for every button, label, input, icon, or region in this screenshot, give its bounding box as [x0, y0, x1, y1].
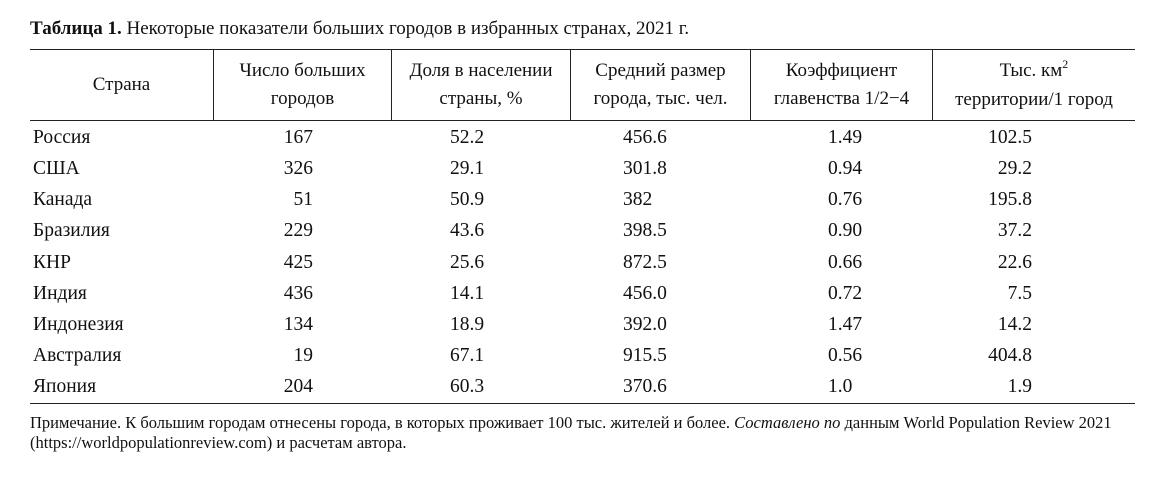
table-row: Бразилия 229 43.6 398.5 0.90 37.2 [30, 215, 1135, 246]
cell-primacy-coefficient: 0.66 [828, 252, 863, 273]
table-row: Канада 51 50.9 382 0.76 195.8 [30, 184, 1135, 215]
cell-country: Канада [33, 189, 93, 210]
cell-num-cities: 51 [293, 189, 314, 210]
header-country: Страна [30, 50, 213, 120]
cell-population-share: 50.9 [450, 189, 485, 210]
header-share-line2: страны, % [439, 88, 523, 109]
header-coef-line2: главенства 1/2−4 [773, 88, 910, 109]
header-country-label: Страна [92, 74, 151, 95]
cell-country: Индия [33, 283, 87, 304]
header-num-cities: Число больших городов [214, 50, 391, 120]
table-row: Россия 167 52.2 456.6 1.49 102.5 [30, 122, 1135, 153]
cell-territory-per-city: 7.5 [1007, 283, 1032, 304]
cell-population-share: 43.6 [450, 220, 485, 241]
cell-country: Бразилия [33, 220, 110, 241]
header-share-line1: Доля в населении [409, 60, 553, 81]
header-divider [750, 50, 751, 120]
cell-primacy-coefficient: 1.0 [828, 376, 853, 397]
cell-population-share: 52.2 [450, 127, 485, 148]
cell-territory-per-city: 195.8 [988, 189, 1032, 210]
cell-primacy-coefficient: 0.90 [828, 220, 863, 241]
cell-num-cities: 326 [283, 158, 313, 179]
cell-avg-city-size: 398.5 [623, 220, 667, 241]
cell-territory-per-city: 102.5 [988, 127, 1032, 148]
cell-avg-city-size: 301.8 [623, 158, 667, 179]
cell-num-cities: 134 [283, 314, 313, 335]
header-num-cities-line1: Число больших [239, 60, 366, 81]
cell-population-share: 60.3 [450, 376, 485, 397]
header-terr-line2: территории/1 город [955, 88, 1113, 110]
header-terr-unit: Тыс. км [999, 59, 1063, 81]
cell-country: Япония [33, 376, 97, 397]
header-divider [213, 50, 214, 120]
cell-num-cities: 229 [283, 220, 313, 241]
cell-population-share: 18.9 [450, 314, 485, 335]
table-caption-label: Таблица 1. [30, 18, 122, 39]
header-size-line1: Средний размер [595, 60, 726, 81]
header-territory-per-city: Тыс. км2 территории/1 город [933, 50, 1135, 120]
cell-primacy-coefficient: 1.49 [828, 127, 863, 148]
cell-territory-per-city: 404.8 [988, 345, 1032, 366]
header-terr-line1: Тыс. км2 [955, 57, 1113, 86]
table-header-rule [30, 120, 1135, 121]
cell-avg-city-size: 456.6 [623, 127, 667, 148]
table-top-rule [30, 49, 1135, 50]
cell-territory-per-city: 1.9 [1007, 376, 1032, 397]
header-primacy-coefficient: Коэффициент главенства 1/2−4 [751, 50, 932, 120]
table-bottom-rule [30, 403, 1135, 404]
cell-avg-city-size: 392.0 [623, 314, 667, 335]
cell-primacy-coefficient: 0.56 [828, 345, 863, 366]
table-row: США 326 29.1 301.8 0.94 29.2 [30, 153, 1135, 184]
cell-country: Россия [33, 127, 91, 148]
note-text: Примечание. К большим городам отнесены г… [30, 413, 735, 432]
header-num-cities-line2: городов [270, 88, 335, 109]
cell-avg-city-size: 370.6 [623, 376, 667, 397]
cell-num-cities: 436 [283, 283, 313, 304]
table-row: Япония 204 60.3 370.6 1.0 1.9 [30, 371, 1135, 402]
cell-num-cities: 425 [283, 252, 313, 273]
cell-population-share: 29.1 [450, 158, 485, 179]
cell-territory-per-city: 14.2 [997, 314, 1032, 335]
note-source-italic: Составлено по [734, 413, 841, 432]
header-terr-superscript: 2 [1062, 56, 1069, 71]
table-row: Индонезия 134 18.9 392.0 1.47 14.2 [30, 309, 1135, 340]
cell-avg-city-size: 872.5 [623, 252, 667, 273]
cell-primacy-coefficient: 0.94 [828, 158, 863, 179]
cell-avg-city-size: 456.0 [623, 283, 667, 304]
table-note: Примечание. К большим городам отнесены г… [30, 413, 1140, 453]
header-population-share: Доля в населении страны, % [392, 50, 570, 120]
cell-territory-per-city: 29.2 [997, 158, 1032, 179]
cell-country: Индонезия [33, 314, 124, 335]
cell-population-share: 25.6 [450, 252, 485, 273]
note-source-text: данным World Population Review 2021 (htt… [30, 413, 1112, 452]
cell-country: США [33, 158, 80, 179]
table-row: КНР 425 25.6 872.5 0.66 22.6 [30, 247, 1135, 278]
header-coef-line1: Коэффициент [785, 60, 898, 81]
table-caption-text: Некоторые показатели больших городов в и… [121, 18, 690, 39]
header-divider [570, 50, 571, 120]
cell-primacy-coefficient: 0.76 [828, 189, 863, 210]
table-caption: Таблица 1. Некоторые показатели больших … [30, 18, 689, 40]
cell-primacy-coefficient: 0.72 [828, 283, 863, 304]
cell-num-cities: 204 [283, 376, 313, 397]
cell-primacy-coefficient: 1.47 [828, 314, 863, 335]
cell-num-cities: 19 [293, 345, 314, 366]
header-avg-city-size: Средний размер города, тыс. чел. [571, 50, 750, 120]
cell-territory-per-city: 22.6 [997, 252, 1032, 273]
cell-country: КНР [33, 252, 71, 273]
cell-population-share: 14.1 [450, 283, 485, 304]
header-divider [932, 50, 933, 120]
table-row: Австралия 19 67.1 915.5 0.56 404.8 [30, 340, 1135, 371]
header-divider [391, 50, 392, 120]
table-row: Индия 436 14.1 456.0 0.72 7.5 [30, 278, 1135, 309]
cell-territory-per-city: 37.2 [997, 220, 1032, 241]
cell-country: Австралия [33, 345, 122, 366]
header-size-line2: города, тыс. чел. [593, 88, 728, 109]
cell-num-cities: 167 [283, 127, 313, 148]
cell-avg-city-size: 915.5 [623, 345, 667, 366]
cell-population-share: 67.1 [450, 345, 485, 366]
cell-avg-city-size: 382 [623, 189, 653, 210]
